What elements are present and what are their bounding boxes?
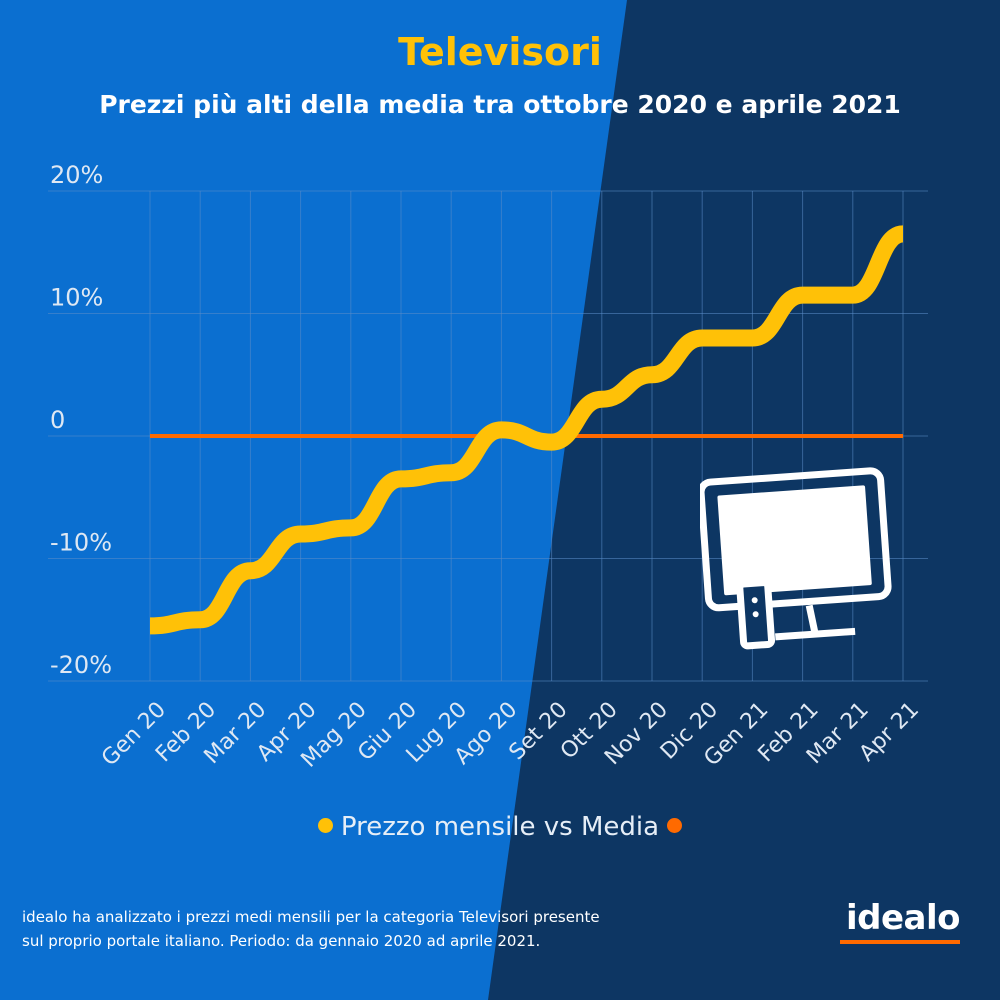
footnote-line-1: idealo ha analizzato i prezzi medi mensi… — [22, 908, 600, 926]
footnote: idealo ha analizzato i prezzi medi mensi… — [22, 905, 702, 953]
legend-dot-price — [317, 818, 333, 833]
y-tick-label: -20% — [50, 651, 112, 679]
legend-separator: vs — [543, 812, 573, 842]
logo-underline — [840, 940, 960, 944]
y-tick-label: 0 — [50, 406, 65, 434]
y-tick-label: -10% — [50, 529, 112, 557]
chart-title: Televisori — [398, 30, 602, 74]
y-tick-label: 20% — [50, 161, 103, 189]
y-tick-label: 10% — [50, 284, 103, 312]
legend-price: Prezzo mensile — [340, 812, 536, 842]
price-line — [149, 225, 905, 635]
chart-subtitle: Prezzi più alti della media tra ottobre … — [99, 90, 901, 119]
idealo-logo: idealo — [845, 898, 961, 938]
tv-icon — [700, 467, 892, 650]
price-series-line — [149, 225, 905, 635]
legend: Prezzo mensile vs Media — [0, 812, 1000, 842]
legend-dot-average — [667, 818, 683, 833]
footnote-line-2: sul proprio portale italiano. Periodo: d… — [22, 932, 541, 950]
x-tick-label: Gen 20 — [97, 697, 171, 771]
legend-average: Media — [580, 812, 660, 842]
y-axis-ticks: 20% 10% 0 -10% -20% — [50, 161, 112, 679]
